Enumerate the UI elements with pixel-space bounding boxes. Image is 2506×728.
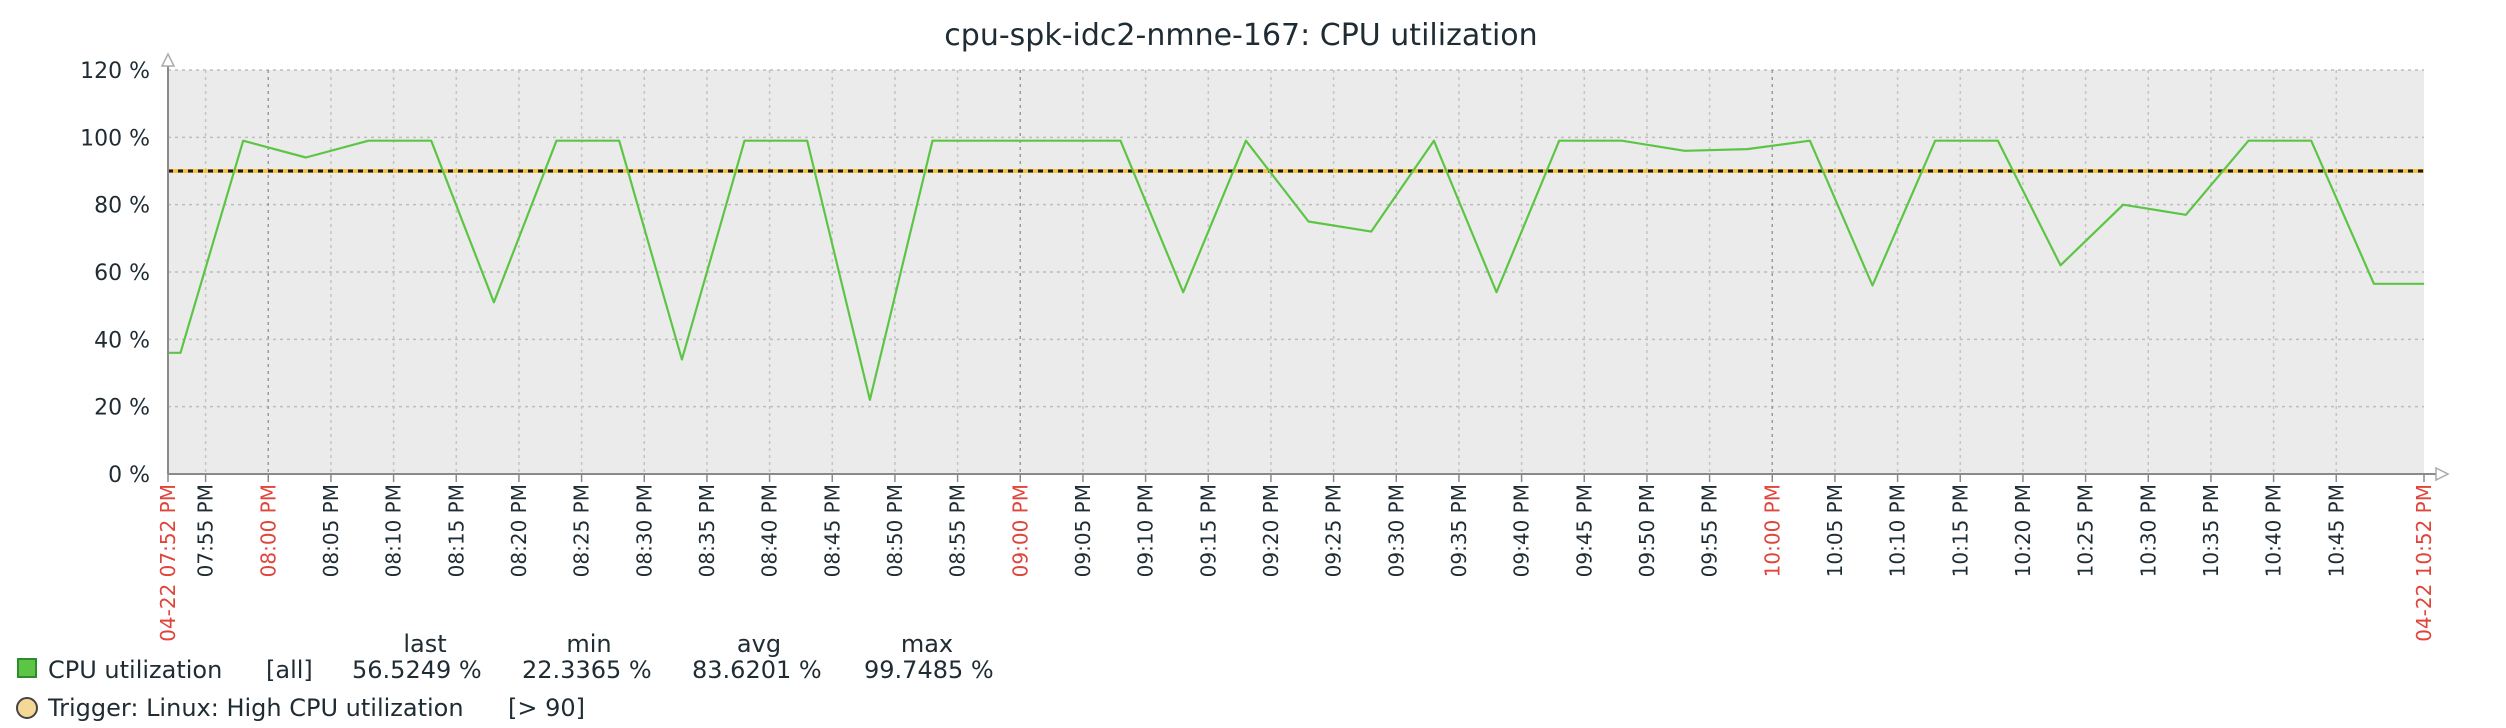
chart-title: cpu-spk-idc2-nmne-167: CPU utilization [944, 18, 1537, 53]
series-layer [167, 139, 2425, 401]
y-tick-label: 40 % [94, 328, 150, 353]
x-tick-label: 09:50 PM [1635, 484, 1659, 577]
x-tick-label: 09:40 PM [1510, 484, 1534, 577]
x-tick-label: 08:55 PM [946, 484, 970, 577]
y-axis-arrow-icon [160, 52, 176, 67]
x-tick-label: 10:35 PM [2199, 484, 2223, 577]
grid-lines [168, 69, 2424, 474]
x-tick-label: 07:55 PM [194, 484, 218, 577]
y-axis-ticks: 120 % 100 % 80 % 60 % 40 % 20 % 0 % [80, 59, 150, 488]
x-tick-label: 09:05 PM [1071, 484, 1095, 577]
y-tick-label: 0 % [108, 463, 150, 488]
x-tick-label: 08:50 PM [883, 484, 907, 577]
x-tick-label: 08:25 PM [570, 484, 594, 577]
x-tick-label: 10:15 PM [1948, 484, 1972, 577]
x-tick-label: 09:30 PM [1384, 484, 1408, 577]
x-tick-label: 08:45 PM [820, 484, 844, 577]
x-tick-label: 08:00 PM [256, 484, 280, 577]
x-tick-label: 04-22 10:52 PM [2412, 484, 2436, 642]
y-tick-label: 60 % [94, 261, 150, 286]
x-tick-label: 10:10 PM [1886, 484, 1910, 577]
x-tick-label: 08:40 PM [758, 484, 782, 577]
x-tick-label: 04-22 07:52 PM [156, 484, 180, 642]
x-tick-label: 09:45 PM [1572, 484, 1596, 577]
x-tick-label: 09:10 PM [1134, 484, 1158, 577]
y-tick-label: 20 % [94, 396, 150, 421]
x-axis-arrow-icon [2435, 466, 2450, 482]
x-tick-label: 08:30 PM [632, 484, 656, 577]
x-tick-label: 08:35 PM [695, 484, 719, 577]
x-tick-label: 09:15 PM [1196, 484, 1220, 577]
x-tick-label: 10:30 PM [2136, 484, 2160, 577]
x-tick-label: 09:25 PM [1322, 484, 1346, 577]
y-tick-label: 120 % [80, 59, 150, 84]
x-tick-label: 09:35 PM [1447, 484, 1471, 577]
y-tick-label: 100 % [80, 126, 150, 151]
x-tick-label: 10:45 PM [2324, 484, 2348, 577]
x-tick-label: 10:25 PM [2074, 484, 2098, 577]
x-tick-label: 09:20 PM [1259, 484, 1283, 577]
y-tick-label: 80 % [94, 194, 150, 219]
x-tick-label: 08:15 PM [444, 484, 468, 577]
x-tick-label: 09:00 PM [1008, 484, 1032, 577]
x-tick-label: 09:55 PM [1698, 484, 1722, 577]
x-tick-label: 10:20 PM [2011, 484, 2035, 577]
x-tick-label: 10:40 PM [2262, 484, 2286, 577]
x-tick-label: 08:05 PM [319, 484, 343, 577]
series-line-cpu-utilization [168, 139, 2424, 401]
x-tick-label: 10:00 PM [1760, 484, 1784, 577]
x-tick-label: 10:05 PM [1823, 484, 1847, 577]
x-tick-label: 08:20 PM [507, 484, 531, 577]
axes [160, 52, 2450, 482]
x-tick-label: 08:10 PM [382, 484, 406, 577]
x-axis-ticks: 04-22 07:52 PM 07:55 PM 08:00 PM 08:05 PM 08… [156, 484, 2436, 642]
